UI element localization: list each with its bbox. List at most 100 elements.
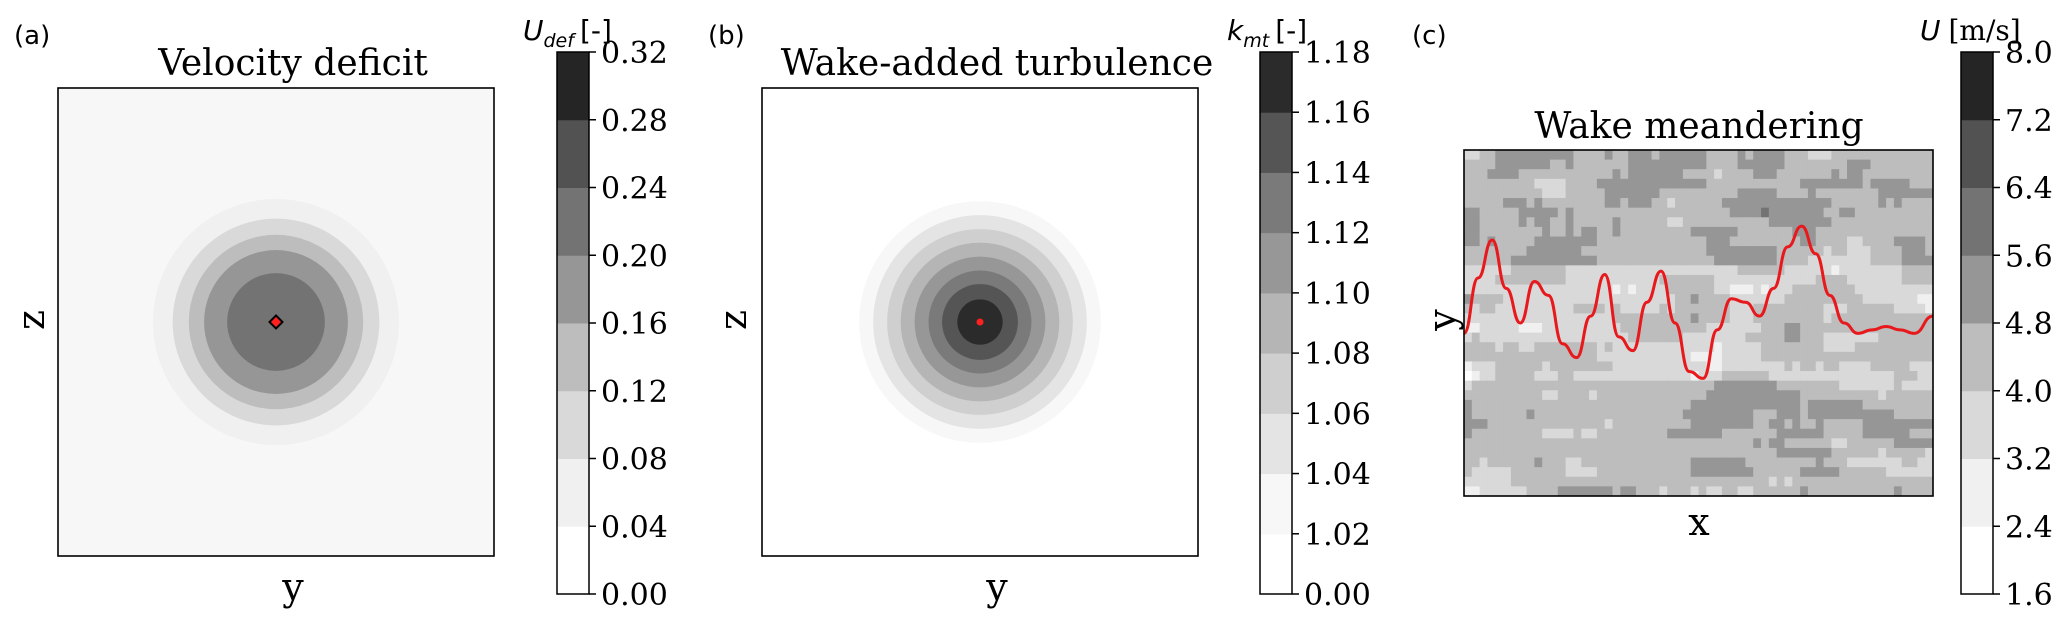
- panel-c-field-cell: [1464, 486, 1473, 496]
- panel-c-colorbar-tick-label: 8.0: [2005, 36, 2053, 71]
- panel-c-field-cell: [1792, 323, 1801, 334]
- panel-c-field-cell: [1667, 236, 1676, 247]
- panel-c-field-cell: [1682, 390, 1692, 401]
- panel-c-field-cell: [1815, 332, 1825, 343]
- panel-c-field-cell: [1651, 313, 1661, 324]
- panel-c-field-cell: [1792, 476, 1801, 487]
- panel-c-field-cell: [1573, 255, 1582, 266]
- panel-c-field-cell: [1690, 207, 1700, 218]
- panel-c-field-cell: [1784, 342, 1793, 353]
- panel-c-field-cell: [1518, 332, 1528, 343]
- panel-c-field-cell: [1831, 236, 1840, 247]
- panel-b-colorbar-tick-label: 0.00: [1304, 578, 1371, 613]
- panel-c-field-cell: [1753, 313, 1762, 324]
- panel-c-field-cell: [1596, 169, 1606, 180]
- panel-c-field-cell: [1925, 332, 1933, 343]
- panel-c-field-cell: [1745, 207, 1754, 218]
- panel-c-field-cell: [1886, 447, 1895, 459]
- panel-c-field-cell: [1690, 380, 1700, 391]
- panel-c-field-cell: [1565, 226, 1575, 238]
- panel-c-field-cell: [1761, 409, 1770, 420]
- panel-c-field-cell: [1800, 274, 1809, 286]
- panel-c-field-cell: [1815, 188, 1825, 199]
- panel-c-field-cell: [1854, 274, 1864, 286]
- panel-c-field-cell: [1784, 486, 1793, 496]
- panel-c-field-cell: [1495, 342, 1504, 353]
- panel-a-colorbar-tick-label: 0.08: [601, 443, 668, 478]
- panel-c-field-cell: [1870, 150, 1879, 161]
- panel-c-field-cell: [1643, 419, 1653, 430]
- panel-c-field-cell: [1503, 198, 1512, 209]
- panel-c-field-cell: [1721, 457, 1731, 468]
- panel-c-field-cell: [1612, 467, 1621, 478]
- panel-c-colorbar-tick-label: 4.0: [2005, 375, 2053, 410]
- panel-c-field-cell: [1831, 457, 1840, 468]
- panel-c-field-cell: [1714, 236, 1723, 247]
- panel-c-field-cell: [1901, 457, 1911, 468]
- panel-c-field-cell: [1909, 303, 1918, 314]
- panel-c-field-cell: [1901, 399, 1911, 411]
- panel-c-field-cell: [1526, 294, 1535, 305]
- panel-c-field-cell: [1800, 284, 1809, 295]
- panel-c-field-cell: [1526, 217, 1535, 228]
- panel-c-field-cell: [1706, 467, 1715, 478]
- panel-c-field-cell: [1487, 274, 1496, 286]
- panel-c-field-cell: [1612, 150, 1621, 161]
- panel-c-field-cell: [1534, 198, 1543, 209]
- panel-c-field-cell: [1479, 438, 1489, 449]
- panel-c-field-cell: [1518, 255, 1528, 266]
- panel-c-field-cell: [1635, 265, 1645, 276]
- panel-c-field-cell: [1714, 150, 1723, 161]
- panel-c-field-cell: [1573, 236, 1582, 247]
- panel-c-field-cell: [1800, 313, 1809, 324]
- panel-c-field-cell: [1526, 438, 1535, 449]
- panel-c-field-cell: [1503, 178, 1512, 190]
- panel-c-field-cell: [1706, 217, 1715, 228]
- panel-c-field-cell: [1682, 303, 1692, 314]
- panel-c-field-cell: [1721, 246, 1731, 257]
- panel-c-field-cell: [1604, 313, 1614, 324]
- panel-c-field-cell: [1495, 188, 1504, 199]
- panel-c-field-cell: [1792, 457, 1801, 468]
- panel-c-colorbar-unit: [m/s]: [1949, 14, 2021, 47]
- panel-c-field-cell: [1909, 284, 1918, 295]
- panel-c-field-cell: [1495, 207, 1504, 218]
- panel-c-field-cell: [1878, 169, 1887, 180]
- panel-c-field-cell: [1925, 428, 1933, 439]
- panel-c-field-cell: [1503, 303, 1512, 314]
- panel-c-field-cell: [1471, 409, 1481, 420]
- panel-c-field-cell: [1526, 428, 1535, 439]
- panel-c-field-cell: [1745, 380, 1754, 391]
- panel-c-field-cell: [1800, 150, 1809, 161]
- panel-c-field-cell: [1807, 159, 1817, 170]
- panel-c-field-cell: [1518, 351, 1528, 363]
- panel-c-field-cell: [1706, 457, 1715, 468]
- panel-c-field-cell: [1698, 217, 1707, 228]
- panel-c-field-cell: [1807, 476, 1817, 487]
- panel-c-field-cell: [1768, 438, 1778, 449]
- panel-c-field-cell: [1534, 486, 1543, 496]
- panel-c-field-cell: [1737, 486, 1746, 496]
- panel-c-field-cell: [1675, 351, 1684, 363]
- panel-c-field-cell: [1596, 342, 1606, 353]
- panel-c-field-cell: [1847, 447, 1856, 459]
- panel-c-field-cell: [1534, 284, 1543, 295]
- panel-c-field-cell: [1878, 246, 1887, 257]
- panel-c-field-cell: [1909, 447, 1918, 459]
- panel-c-field-cell: [1682, 159, 1692, 170]
- panel-c-field-cell: [1549, 438, 1559, 449]
- panel-c-field-cell: [1503, 399, 1512, 411]
- panel-c-field-cell: [1917, 294, 1926, 305]
- panel-c-field-cell: [1823, 342, 1832, 353]
- panel-c-field-cell: [1573, 361, 1582, 372]
- panel-c-field-cell: [1839, 351, 1848, 363]
- panel-c-field-cell: [1768, 159, 1778, 170]
- panel-c-field-cell: [1565, 371, 1575, 382]
- panel-c-field-cell: [1589, 236, 1598, 247]
- panel-c-field-cell: [1510, 323, 1520, 334]
- panel-c-field-cell: [1596, 294, 1606, 305]
- panel-c-field-cell: [1831, 198, 1840, 209]
- panel-c-field-cell: [1706, 169, 1715, 180]
- panel-c-field-cell: [1807, 467, 1817, 478]
- panel-c-field-cell: [1690, 217, 1700, 228]
